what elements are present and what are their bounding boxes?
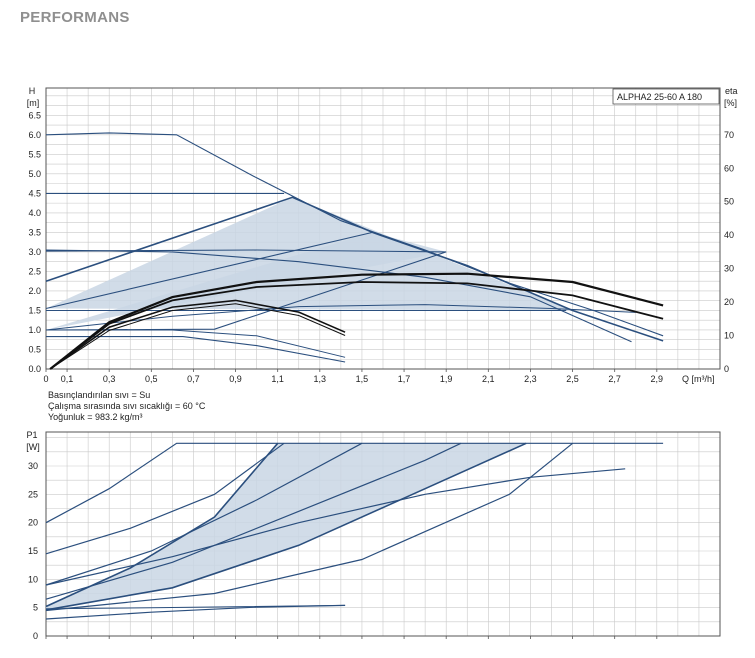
- head-curve: [46, 336, 346, 363]
- page-heading: PERFORMANS: [20, 9, 130, 26]
- x-tick-label: 1,3: [314, 374, 327, 384]
- eta-curve: [49, 303, 346, 370]
- eta-tick-label: 0: [724, 364, 729, 374]
- power-curve: [45, 442, 462, 600]
- x-axis-label: Q [m³/h]: [682, 374, 715, 384]
- chart-note: Yoğunluk = 983.2 kg/m³: [48, 412, 142, 422]
- eta-tick-label: 20: [724, 297, 734, 307]
- power-curve: [45, 442, 527, 611]
- y-tick-label: 0.0: [28, 364, 41, 374]
- eta-curve: [49, 272, 664, 370]
- x-tick-label: 0: [43, 374, 48, 384]
- eta-tick-label: 60: [724, 163, 734, 173]
- head-curve: [45, 304, 636, 331]
- x-tick-label: 0,7: [187, 374, 200, 384]
- y-tick-label: 5.0: [28, 169, 41, 179]
- x-tick-label: 2,3: [524, 374, 537, 384]
- power-chart: 0 5 10 15 20 25 30 P1 [W]: [26, 430, 721, 641]
- power-curve: [45, 442, 363, 586]
- y-tick-label: 6.0: [28, 130, 41, 140]
- x-tick-label: 1,5: [356, 374, 369, 384]
- eta-tick-label: 10: [724, 331, 734, 341]
- y-tick-label: 3.5: [28, 227, 41, 237]
- head-curve: [45, 231, 373, 310]
- y-tick-label: 1.5: [28, 305, 41, 315]
- y2-axis-unit: [%]: [724, 98, 737, 108]
- y-tick-label: 3.0: [28, 247, 41, 257]
- x-tick-label: 2,9: [651, 374, 664, 384]
- x-tick-label: 0,9: [229, 374, 242, 384]
- y-tick-label: 0.5: [28, 344, 41, 354]
- eta-tick-label: 40: [724, 230, 734, 240]
- y-tick-label: 6.5: [28, 110, 41, 120]
- x-tick-label: 1,1: [271, 374, 284, 384]
- y-tick-label: 4.5: [28, 188, 41, 198]
- head-curve: [45, 132, 664, 337]
- x-tick-label: 0,3: [103, 374, 116, 384]
- y-tick-label: 2.0: [28, 286, 41, 296]
- plot-frame: [45, 87, 721, 370]
- y-tick-label: 5: [33, 603, 38, 613]
- y-axis-unit: [m]: [27, 98, 40, 108]
- y-tick-label: 10: [28, 574, 38, 584]
- legend-box: [612, 88, 720, 105]
- power-curve: [45, 604, 346, 610]
- operating-area: [46, 232, 447, 330]
- x-tick-label: 2,5: [566, 374, 579, 384]
- x-tick-label: 1,9: [440, 374, 453, 384]
- eta-curve: [49, 299, 346, 370]
- y-tick-label: 2.5: [28, 266, 41, 276]
- eta-curve: [49, 281, 664, 370]
- eta-tick-label: 70: [724, 130, 734, 140]
- y-tick-label: 5.5: [28, 149, 41, 159]
- x-tick-label: 0,5: [145, 374, 158, 384]
- head-curve: [45, 196, 664, 342]
- y-tick-label: 25: [28, 489, 38, 499]
- y-axis-label: H: [29, 86, 36, 96]
- y-tick-label: 1.0: [28, 325, 41, 335]
- plot-frame: [45, 431, 721, 637]
- x-tick-label: 0,1: [61, 374, 74, 384]
- power-curve: [45, 442, 285, 555]
- chart-note: Basınçlandırılan sıvı = Su: [48, 390, 150, 400]
- eta-tick-label: 50: [724, 197, 734, 207]
- y-axis-unit: [W]: [26, 442, 40, 452]
- head-chart: 0 0,1 0,3 0,5 0,7 0,9 1,1 1,3 1,5 1,7 1,9 2,1 2,3 2,5…: [27, 86, 738, 422]
- eta-tick-label: 30: [724, 264, 734, 274]
- y-tick-label: 20: [28, 518, 38, 528]
- x-tick-label: 1,7: [398, 374, 411, 384]
- chart-note: Çalışma sırasında sıvı sıcaklığı = 60 °C: [48, 401, 206, 411]
- x-tick-label: 2,7: [608, 374, 621, 384]
- y-axis-label: P1: [26, 430, 37, 440]
- y-tick-label: 4.0: [28, 208, 41, 218]
- power-curve: [45, 442, 664, 524]
- y-tick-label: 30: [28, 461, 38, 471]
- y-tick-label: 15: [28, 546, 38, 556]
- power-curve: [45, 468, 626, 586]
- y-tick-label: 0: [33, 631, 38, 641]
- head-curve: [45, 249, 632, 343]
- y2-axis-label: eta: [725, 86, 738, 96]
- legend-label: ALPHA2 25-60 A 180: [617, 92, 702, 102]
- x-tick-label: 2,1: [482, 374, 495, 384]
